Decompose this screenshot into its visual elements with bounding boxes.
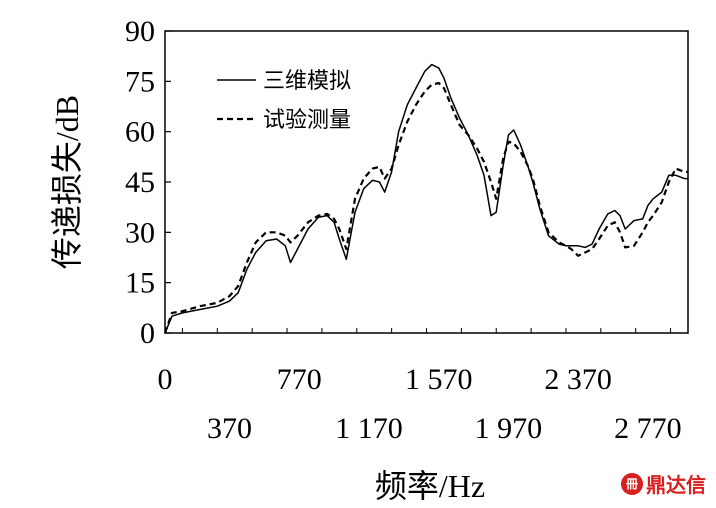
watermark-logo: 冊 鼎达信 — [621, 469, 706, 498]
x-tick-label: 1 170 — [335, 412, 403, 445]
y-tick-label: 0 — [140, 317, 155, 350]
legend-label-1: 三维模拟 — [263, 68, 351, 93]
y-tick-label: 75 — [125, 65, 155, 98]
x-axis: 0 770 1 570 2 370 370 1 170 1 970 2 770 — [158, 328, 682, 445]
plot-frame — [164, 30, 689, 334]
x-axis-title: 频率/Hz — [375, 468, 485, 504]
x-tick-label: 2 370 — [544, 363, 612, 396]
x-tick-label: 370 — [207, 412, 252, 445]
y-axis-title: 传递损失/dB — [49, 95, 85, 269]
x-tick-label: 1 570 — [405, 363, 473, 396]
y-tick-label: 15 — [125, 267, 155, 300]
logo-text: 鼎达信 — [646, 473, 706, 497]
series-line-1 — [164, 63, 688, 334]
x-tick-label: 2 770 — [614, 412, 682, 445]
logo-badge-icon: 冊 — [621, 472, 643, 495]
y-tick-label: 30 — [125, 216, 155, 249]
x-tick-label: 0 — [158, 363, 173, 396]
y-axis: 0 15 30 45 60 75 90 — [125, 15, 171, 350]
series-line-2 — [163, 81, 688, 334]
legend-label-2: 试验测量 — [263, 107, 351, 132]
y-tick-label: 45 — [125, 166, 155, 199]
x-tick-label: 1 970 — [475, 412, 543, 445]
series-layer — [163, 63, 688, 334]
y-tick-label: 90 — [125, 15, 155, 48]
y-tick-label: 60 — [125, 116, 155, 149]
plot-border — [164, 30, 689, 334]
x-tick-label: 770 — [277, 363, 322, 396]
